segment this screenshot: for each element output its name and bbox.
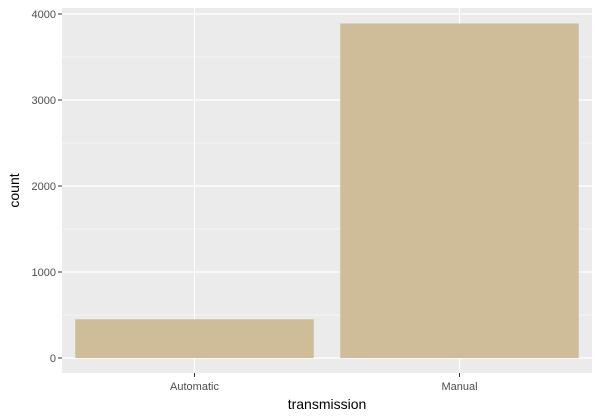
y-tick-label: 2000 — [32, 181, 56, 193]
bar — [340, 23, 579, 359]
y-tick-label: 1000 — [32, 267, 56, 279]
y-axis: 0 1000 2000 3000 4000 — [32, 9, 62, 365]
x-axis: Automatic Manual — [170, 373, 478, 393]
y-tick-label: 3000 — [32, 95, 56, 107]
y-axis-title: count — [6, 173, 22, 207]
x-tick-label: Automatic — [170, 381, 219, 393]
y-tick-label: 4000 — [32, 9, 56, 21]
bar — [75, 319, 314, 358]
x-axis-title: transmission — [288, 396, 367, 412]
x-tick-label: Manual — [441, 381, 477, 393]
bars — [75, 23, 579, 359]
y-tick-label: 0 — [50, 353, 56, 365]
